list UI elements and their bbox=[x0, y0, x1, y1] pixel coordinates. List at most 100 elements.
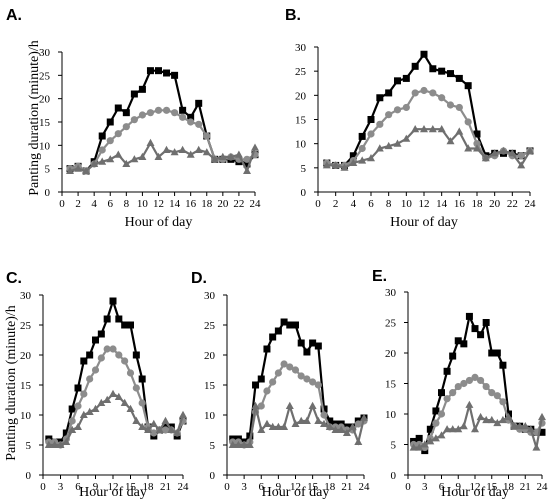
y-tick-label: 25 bbox=[39, 70, 51, 82]
x-tick-label: 0 bbox=[59, 198, 65, 210]
x-tick-label: 9 bbox=[456, 481, 462, 493]
circle-marker bbox=[195, 120, 203, 128]
triangle-marker bbox=[308, 401, 317, 409]
square-marker bbox=[132, 351, 140, 359]
triangle-marker bbox=[226, 152, 235, 160]
triangle-marker bbox=[66, 166, 74, 174]
triangle-marker bbox=[154, 152, 163, 160]
triangle-marker bbox=[367, 154, 375, 162]
triangle-marker bbox=[490, 149, 499, 157]
triangle-marker bbox=[402, 134, 411, 142]
series-triangle bbox=[409, 400, 546, 451]
triangle-marker bbox=[340, 163, 349, 171]
triangle-marker bbox=[437, 125, 446, 133]
triangle-marker bbox=[109, 389, 117, 397]
triangle-marker bbox=[393, 139, 402, 147]
triangle-marker bbox=[138, 152, 147, 160]
x-tick-label: 8 bbox=[386, 198, 392, 210]
triangle-marker bbox=[251, 143, 259, 151]
x-tick-label: 15 bbox=[307, 481, 319, 493]
triangle-marker bbox=[331, 161, 340, 169]
y-tick-label: 0 bbox=[26, 470, 32, 482]
y-tick-label: 5 bbox=[26, 440, 32, 452]
triangle-marker bbox=[179, 410, 187, 418]
triangle-marker bbox=[74, 422, 82, 430]
triangle-marker bbox=[178, 145, 187, 153]
triangle-marker bbox=[465, 400, 474, 408]
triangle-marker bbox=[473, 144, 481, 152]
x-tick-label: 6 bbox=[108, 198, 114, 210]
x-tick-label: 12 bbox=[290, 481, 301, 493]
triangle-marker bbox=[218, 152, 227, 160]
circle-marker bbox=[138, 111, 147, 119]
triangle-marker bbox=[322, 161, 331, 169]
y-tick-label: 0 bbox=[301, 187, 307, 199]
circle-marker bbox=[411, 89, 419, 97]
y-tick-label: 10 bbox=[204, 410, 216, 422]
triangle-marker bbox=[538, 412, 546, 421]
y-tick-label: 5 bbox=[301, 163, 307, 175]
triangle-marker bbox=[526, 146, 534, 154]
triangle-marker bbox=[510, 422, 519, 430]
series-line bbox=[326, 52, 531, 167]
x-tick-label: 18 bbox=[143, 481, 155, 493]
triangle-marker bbox=[97, 398, 106, 406]
circle-marker bbox=[358, 144, 366, 153]
triangle-marker bbox=[132, 416, 141, 424]
x-tick-label: 21 bbox=[520, 481, 531, 493]
triangle-marker bbox=[149, 419, 158, 427]
square-marker bbox=[438, 389, 445, 397]
square-marker bbox=[402, 74, 410, 82]
triangle-marker bbox=[74, 164, 83, 172]
x-tick-label: 21 bbox=[160, 481, 171, 493]
triangle-marker bbox=[243, 166, 251, 174]
square-marker bbox=[130, 90, 138, 98]
triangle-marker bbox=[498, 415, 507, 424]
square-marker bbox=[86, 351, 94, 359]
x-tick-label: 10 bbox=[401, 198, 413, 210]
triangle-marker bbox=[268, 422, 277, 430]
circle-marker bbox=[429, 89, 437, 97]
square-marker bbox=[429, 65, 437, 73]
circle-marker bbox=[471, 373, 479, 381]
triangle-marker bbox=[91, 404, 100, 412]
square-marker bbox=[385, 89, 393, 97]
triangle-marker bbox=[202, 148, 211, 156]
y-tick-label: 25 bbox=[204, 320, 216, 332]
triangle-marker bbox=[526, 425, 535, 433]
circle-marker bbox=[499, 398, 507, 406]
y-tick-label: 5 bbox=[210, 440, 216, 452]
triangle-marker bbox=[358, 156, 367, 164]
circle-marker bbox=[86, 375, 94, 383]
x-tick-label: 24 bbox=[525, 198, 537, 210]
triangle-marker bbox=[85, 407, 94, 415]
triangle-marker bbox=[314, 416, 323, 424]
triangle-marker bbox=[56, 440, 65, 448]
circle-marker bbox=[150, 429, 158, 437]
square-marker bbox=[376, 94, 384, 102]
square-marker bbox=[171, 71, 179, 79]
square-marker bbox=[314, 342, 322, 350]
triangle-marker bbox=[320, 419, 328, 427]
circle-marker bbox=[432, 419, 440, 427]
circle-marker bbox=[297, 372, 305, 380]
x-tick-label: 3 bbox=[58, 481, 64, 493]
x-axis-title: Hour of day bbox=[79, 485, 147, 500]
square-marker bbox=[98, 132, 106, 140]
square-marker bbox=[286, 321, 294, 329]
x-tick-label: 0 bbox=[224, 481, 230, 493]
triangle-marker bbox=[173, 428, 182, 436]
circle-marker bbox=[517, 152, 525, 160]
series-square bbox=[410, 312, 546, 455]
triangle-marker bbox=[210, 155, 219, 163]
triangle-marker bbox=[325, 422, 334, 430]
square-marker bbox=[195, 99, 203, 107]
x-axis-title: Hour of day bbox=[390, 215, 458, 230]
square-marker bbox=[280, 318, 288, 326]
circle-marker bbox=[170, 109, 179, 117]
triangle-marker bbox=[459, 422, 468, 430]
square-marker bbox=[455, 74, 463, 82]
